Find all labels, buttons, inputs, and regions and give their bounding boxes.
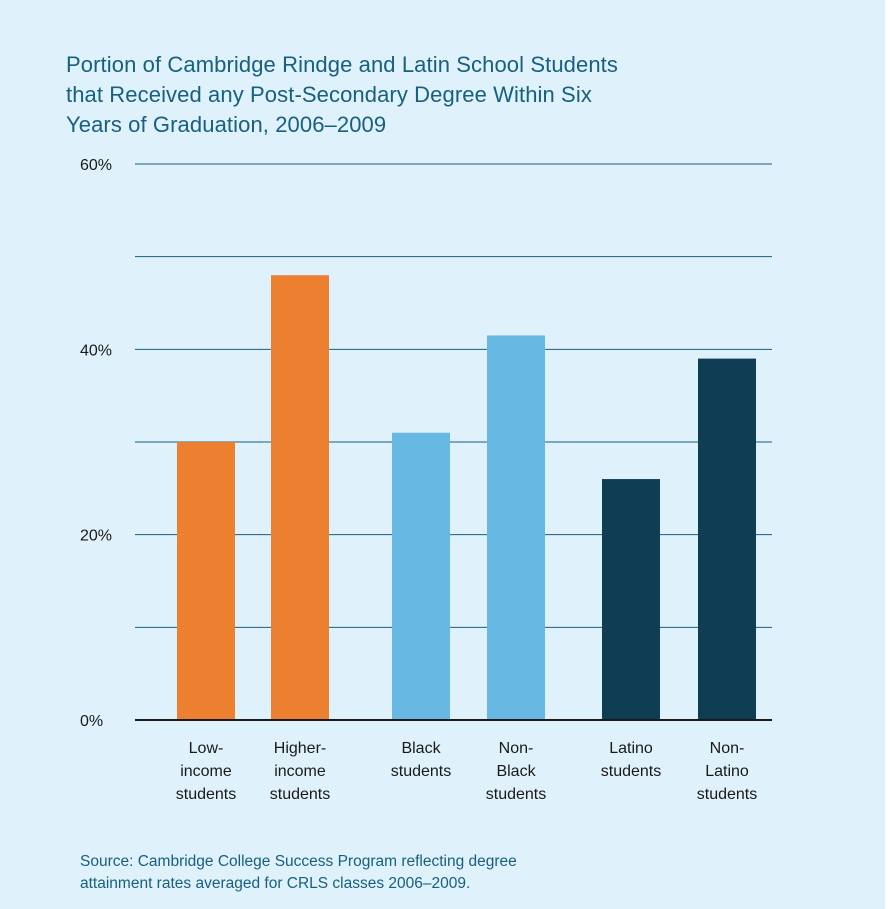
x-tick-label: Higher-income students <box>270 740 330 803</box>
y-tick-label: 0% <box>80 713 103 730</box>
x-tick-label: Non-Latino students <box>697 740 757 803</box>
chart-title: Portion of Cambridge Rindge and Latin Sc… <box>66 52 618 137</box>
y-tick-label: 40% <box>80 342 112 359</box>
x-tick-label: Black students <box>391 740 451 780</box>
x-tick-label: Low-income students <box>176 740 236 803</box>
chart-source-note: Source: Cambridge College Success Progra… <box>80 853 517 892</box>
bar-2 <box>392 432 450 720</box>
x-tick-label: Non-Black students <box>486 740 546 803</box>
bar-1 <box>271 275 329 720</box>
y-tick-label: 20% <box>80 528 112 545</box>
bar-4 <box>602 479 660 720</box>
bar-0 <box>177 442 235 720</box>
y-tick-label: 60% <box>80 157 112 174</box>
bar-3 <box>487 335 545 720</box>
x-tick-label: Latino students <box>601 740 661 780</box>
bar-5 <box>698 358 756 720</box>
